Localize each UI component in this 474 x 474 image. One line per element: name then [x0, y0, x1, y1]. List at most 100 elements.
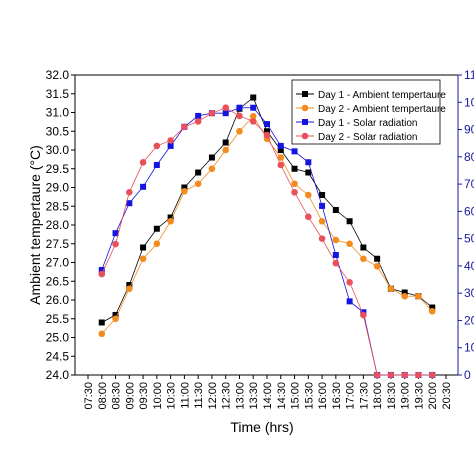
- point: [277, 147, 284, 153]
- point: [112, 230, 119, 237]
- point: [305, 191, 312, 199]
- point: [373, 371, 381, 379]
- point: [153, 225, 160, 232]
- x-tick-label: 10:00: [152, 382, 164, 410]
- point: [181, 123, 188, 131]
- point: [167, 214, 174, 221]
- x-tick-label: 15:00: [290, 382, 302, 410]
- x-tick-label: 16:30: [331, 382, 343, 410]
- x-axis-label: Time (hrs): [230, 419, 293, 435]
- y2-tick-label: 70: [464, 177, 474, 191]
- y-tick-label: 31.5: [46, 87, 70, 101]
- point: [387, 285, 395, 293]
- y-tick-label: 27.5: [46, 237, 70, 251]
- point: [98, 270, 106, 278]
- point: [428, 371, 436, 379]
- x-tick-label: 12:00: [207, 382, 219, 410]
- point: [250, 104, 257, 111]
- y-axis-label: Ambient tempertaure (°C): [27, 145, 43, 305]
- point: [236, 104, 243, 111]
- x-tick-label: 07:30: [83, 382, 95, 410]
- x-tick-label: 18:30: [386, 382, 398, 410]
- point: [112, 312, 119, 318]
- y2-tick-label: 110: [464, 68, 474, 82]
- y-tick-label: 29.5: [46, 162, 70, 176]
- point: [181, 184, 188, 191]
- x-tick-label: 11:00: [179, 382, 191, 409]
- y-tick-label: 30.0: [46, 143, 70, 157]
- point: [195, 169, 202, 176]
- legend-marker: [302, 119, 308, 125]
- point: [140, 244, 147, 251]
- series-line: [101, 115, 433, 335]
- y-tick-label: 30.5: [46, 124, 70, 138]
- point: [291, 165, 298, 172]
- y-tick-label: 28.0: [46, 218, 70, 232]
- point: [167, 217, 174, 225]
- y-tick-label: 31.0: [46, 106, 70, 120]
- x-tick-label: 14:00: [262, 382, 274, 410]
- y2-tick-label: 100: [464, 95, 474, 109]
- point: [428, 307, 436, 315]
- point: [208, 165, 216, 173]
- point: [264, 121, 270, 128]
- point: [415, 292, 422, 300]
- point: [153, 240, 161, 248]
- legend-label: Day 2 - Solar radiation: [318, 132, 418, 143]
- point: [319, 192, 326, 198]
- legend-marker: [301, 132, 309, 140]
- point: [140, 183, 147, 190]
- y2-tick-label: 30: [464, 286, 474, 300]
- point: [153, 162, 160, 168]
- x-tick-label: 20:00: [427, 382, 439, 410]
- point: [167, 142, 174, 149]
- point: [319, 202, 326, 209]
- point: [277, 154, 285, 161]
- y-tick-label: 27.0: [46, 256, 70, 270]
- point: [139, 158, 147, 166]
- point: [208, 109, 216, 117]
- x-tick-label: 13:00: [234, 382, 246, 410]
- x-tick-label: 10:30: [166, 382, 178, 410]
- point: [112, 240, 119, 248]
- y-tick-label: 29.0: [46, 181, 70, 195]
- x-tick-label: 08:00: [97, 382, 109, 410]
- x-tick-label: 09:30: [138, 382, 150, 410]
- point: [222, 146, 229, 154]
- point: [195, 112, 202, 119]
- legend-label: Day 1 - Solar radiation: [318, 118, 418, 129]
- y-tick-label: 28.5: [46, 199, 70, 213]
- point: [291, 148, 298, 155]
- point: [360, 255, 367, 263]
- x-tick-label: 12:30: [221, 382, 233, 410]
- point: [98, 319, 105, 326]
- point: [332, 252, 339, 258]
- y2-tick-label: 50: [464, 232, 474, 246]
- point: [305, 159, 312, 166]
- point: [264, 128, 270, 135]
- point: [194, 180, 202, 188]
- point: [126, 200, 133, 207]
- point: [415, 371, 422, 379]
- point: [305, 213, 312, 221]
- x-tick-label: 16:00: [317, 382, 329, 410]
- point: [305, 169, 312, 176]
- x-tick-label: 19:30: [413, 382, 425, 410]
- point: [249, 112, 257, 120]
- y-tick-label: 24.0: [46, 368, 70, 382]
- point: [236, 127, 243, 135]
- point: [429, 304, 436, 311]
- point: [222, 104, 229, 112]
- x-tick-label: 17:30: [358, 382, 370, 410]
- y2-tick-label: 20: [464, 313, 474, 327]
- point: [401, 289, 408, 296]
- y-tick-label: 26.5: [46, 274, 70, 288]
- point: [360, 311, 367, 319]
- x-tick-label: 18:00: [372, 382, 384, 410]
- y2-tick-label: 60: [464, 204, 474, 218]
- y2-tick-label: 10: [464, 341, 474, 355]
- x-tick-label: 17:00: [345, 382, 357, 410]
- y2-tick-label: 90: [464, 123, 474, 137]
- y-tick-label: 24.5: [46, 349, 70, 363]
- point: [387, 371, 395, 379]
